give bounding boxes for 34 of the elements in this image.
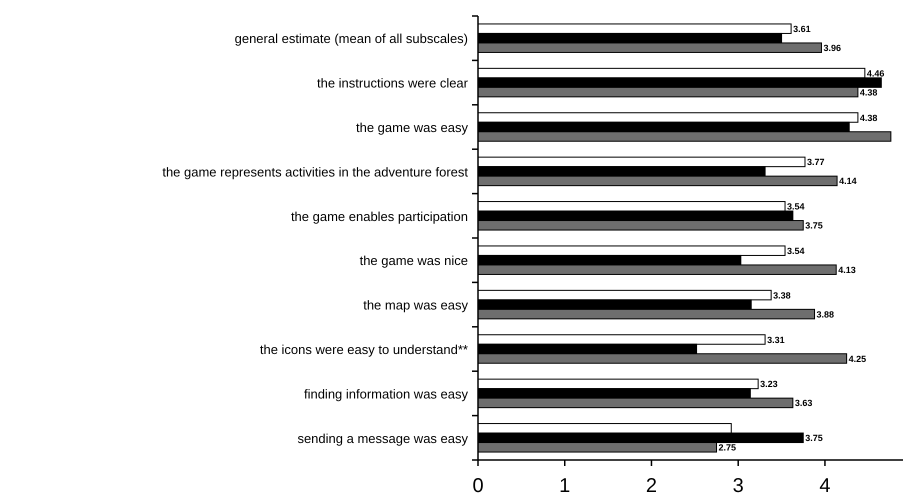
x-tick-label: 3 xyxy=(732,475,744,497)
y-tick-label: the game was nice xyxy=(360,253,468,268)
y-tick-label: the map was easy xyxy=(363,298,468,313)
data-label: 3.77 xyxy=(806,157,825,168)
data-label: 3.23 xyxy=(760,379,778,390)
y-tick-label: the game represents activities in the adventure forest xyxy=(162,164,468,180)
data-label: 3.31 xyxy=(767,334,785,345)
x-tick-label: 0 xyxy=(472,475,484,497)
data-label: 3.54 xyxy=(787,202,805,212)
x-tick-label: 4 xyxy=(819,475,830,497)
data-label: 3.96 xyxy=(823,43,841,53)
data-label: 4.46 xyxy=(866,68,884,78)
data-label: 3.63 xyxy=(794,398,812,408)
y-tick-label: general estimate (mean of all subscales) xyxy=(234,31,468,46)
data-label: 3.54 xyxy=(787,246,805,256)
y-tick-label: sending a message was easy xyxy=(297,430,468,446)
data-label: 4.38 xyxy=(860,112,878,123)
data-label: 3.75 xyxy=(805,220,823,231)
y-tick-label: the icons were easy to understand** xyxy=(260,342,468,357)
data-label: 2.75 xyxy=(718,442,736,453)
y-tick-label: the game was easy xyxy=(356,120,468,135)
data-label: 3.61 xyxy=(793,24,811,34)
y-tick-label: the game enables participation xyxy=(290,208,468,224)
y-tick-label: the instructions were clear xyxy=(316,76,469,91)
data-label: 4.38 xyxy=(860,87,878,98)
data-label: 4.13 xyxy=(838,265,856,275)
x-tick-label: 1 xyxy=(559,475,570,497)
data-label: 3.38 xyxy=(773,290,791,300)
data-label: 3.75 xyxy=(805,433,823,444)
data-label: 4.25 xyxy=(848,354,866,364)
y-tick-label: finding information was easy xyxy=(304,386,468,402)
data-label: 3.88 xyxy=(816,309,834,320)
x-tick-label: 2 xyxy=(646,475,658,497)
data-label: 4.14 xyxy=(839,176,857,186)
